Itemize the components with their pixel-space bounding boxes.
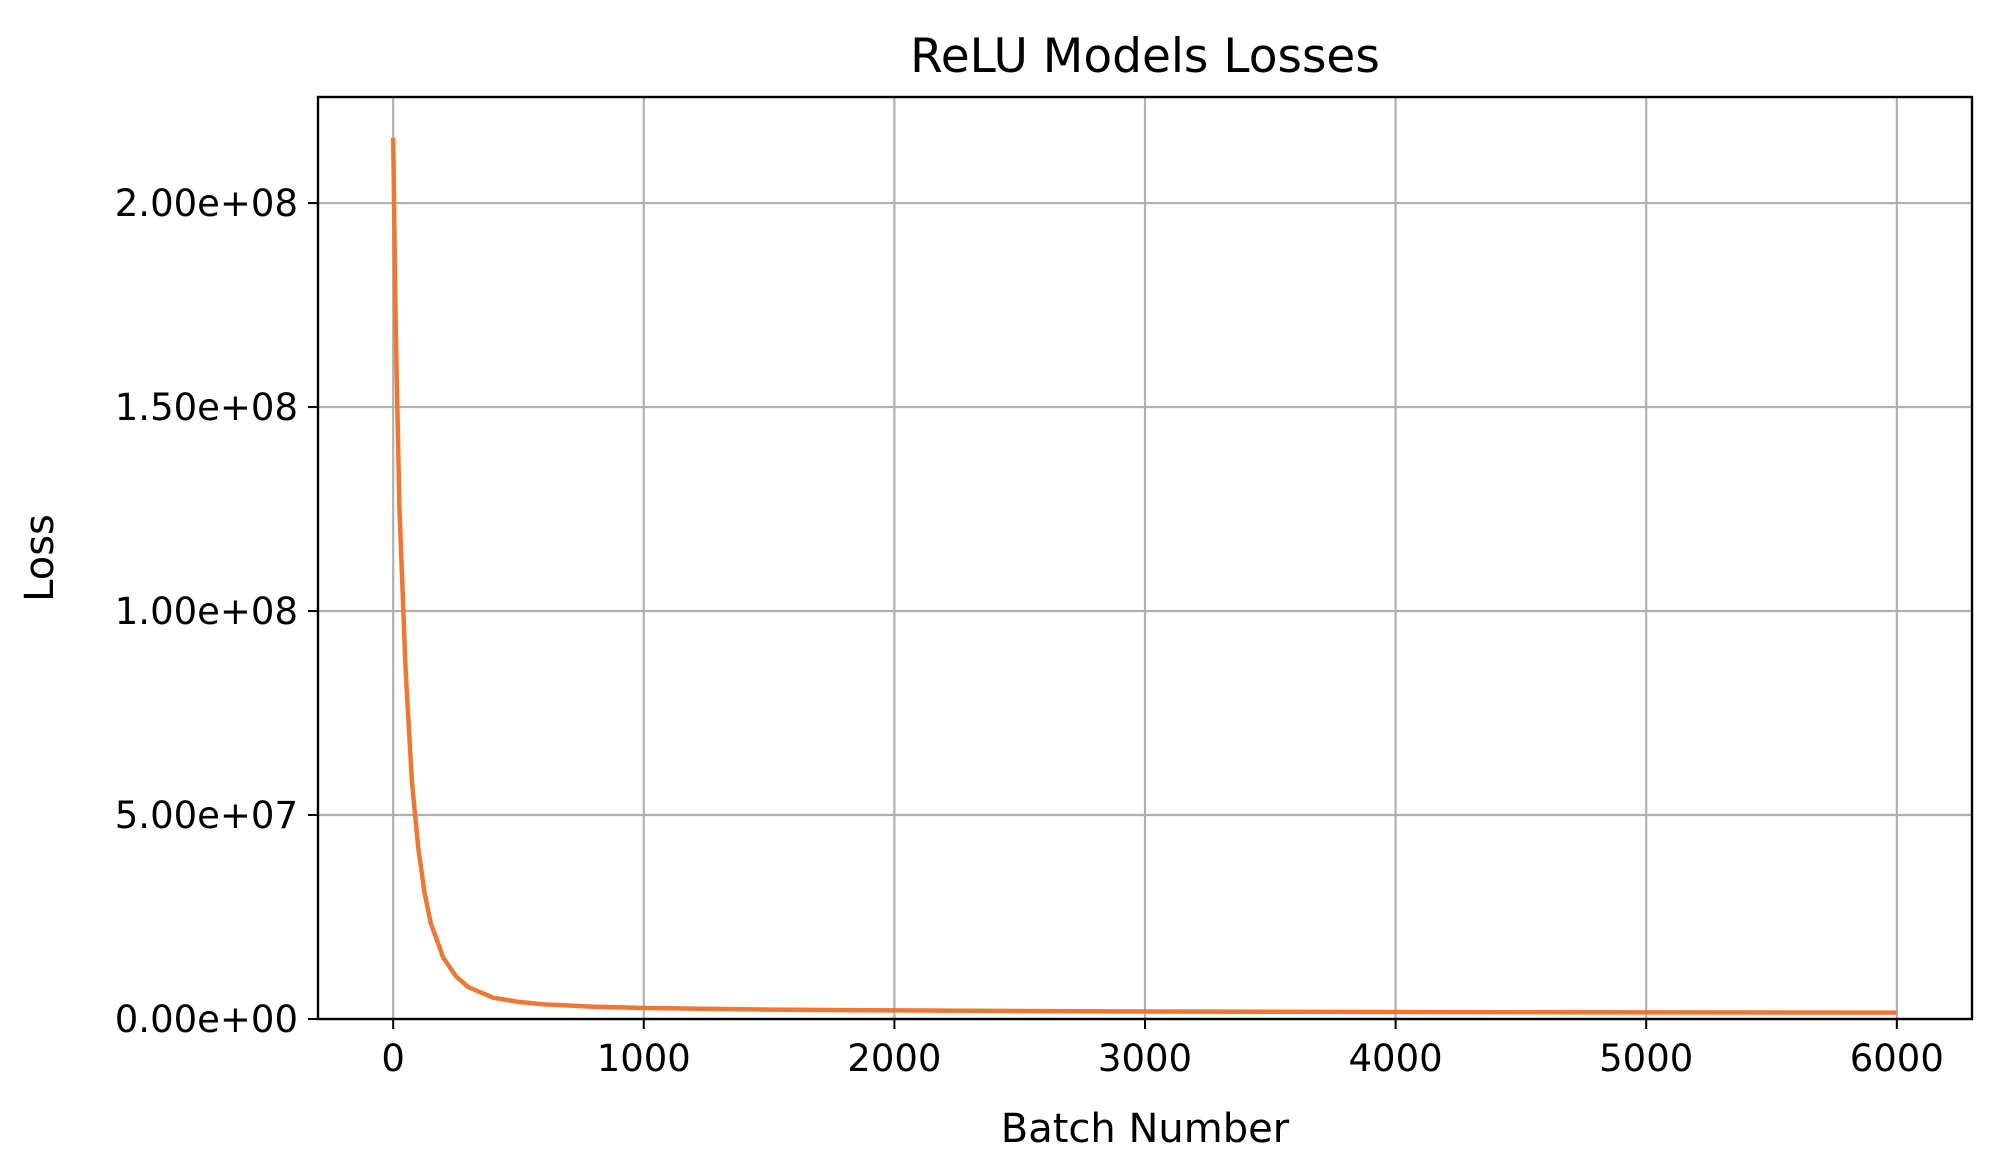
y-tick-label: 0.00e+00 [115, 998, 298, 1041]
loss-series-line [390, 137, 1897, 1015]
y-tick-label: 5.00e+07 [115, 794, 298, 837]
y-tick-label: 2.00e+08 [115, 182, 298, 225]
x-tick-label: 6000 [1850, 1037, 1944, 1080]
x-tick-label: 1000 [597, 1037, 691, 1080]
chart-title: ReLU Models Losses [910, 29, 1380, 84]
grid-lines [318, 97, 1972, 1021]
x-axis-label: Batch Number [1001, 1106, 1290, 1152]
x-tick-label: 2000 [847, 1037, 941, 1080]
y-axis-label: Loss [17, 514, 63, 602]
x-tick-label: 0 [381, 1037, 405, 1080]
x-tick-label: 5000 [1599, 1037, 1693, 1080]
ticks: 0 1000 2000 3000 4000 5000 6000 0.00e+00 5.00e+0… [115, 182, 1944, 1080]
series-layer [390, 137, 1897, 1015]
y-tick-label: 1.00e+08 [115, 590, 298, 633]
x-tick-label: 3000 [1098, 1037, 1192, 1080]
x-tick-label: 4000 [1349, 1037, 1443, 1080]
y-tick-label: 1.50e+08 [115, 386, 298, 429]
